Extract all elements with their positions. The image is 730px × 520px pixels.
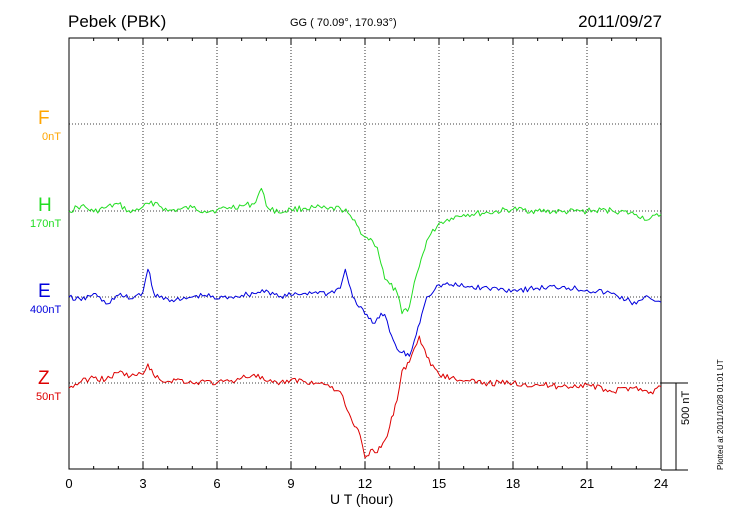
x-tick-label: 3 [139, 476, 147, 491]
x-tick-label: 9 [287, 476, 295, 491]
channel-label-h: H [38, 195, 52, 216]
series-line-e [68, 268, 662, 357]
scale-bar-label: 500 nT [680, 390, 692, 425]
baseline-label-e: 400nT [30, 304, 62, 316]
channel-label-e: E [38, 281, 51, 302]
x-tick-label: 6 [213, 476, 221, 491]
x-tick-label: 24 [653, 476, 669, 491]
baseline-label-h: 170nT [30, 218, 62, 230]
x-tick-label: 12 [357, 476, 373, 491]
x-tick-label: 18 [505, 476, 521, 491]
date-label: 2011/09/27 [578, 12, 662, 31]
series-line-z [68, 335, 662, 459]
x-axis-label: U T (hour) [330, 491, 394, 507]
series-line-h [68, 187, 662, 315]
plotted-timestamp: Plotted at 2011/10/28 01:01 UT [716, 359, 725, 470]
baseline-label-f: 0nT [42, 131, 61, 143]
station-title: Pebek (PBK) [68, 12, 167, 31]
x-tick-label: 21 [579, 476, 595, 491]
channel-label-f: F [38, 108, 50, 129]
x-tick-label: 15 [431, 476, 447, 491]
geographic-coords: GG ( 70.09°, 170.93°) [290, 17, 397, 29]
x-tick-label: 0 [65, 476, 73, 491]
channel-label-z: Z [38, 368, 50, 389]
baseline-label-z: 50nT [36, 391, 62, 403]
